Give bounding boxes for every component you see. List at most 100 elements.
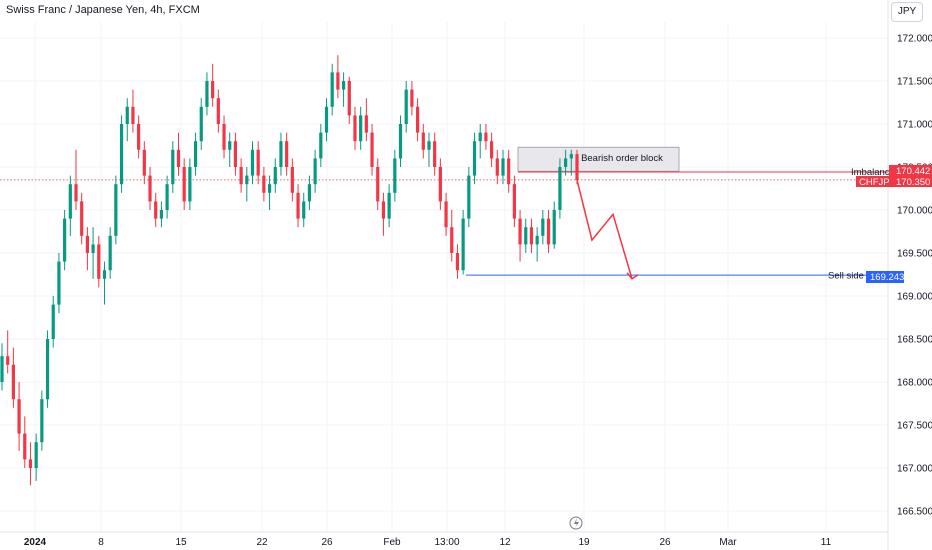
lightning-icon [569,516,583,530]
candle-body [171,149,175,185]
candle-body [387,192,391,219]
candle-body [450,227,454,253]
candle-body [507,158,511,185]
candle-body [148,175,152,202]
candle-body [336,72,340,90]
candle-body [444,201,448,228]
candle-body [279,141,283,167]
candle-body [529,227,534,245]
currency-button[interactable]: JPY [891,2,923,22]
candle-body [97,244,101,279]
candle-body [74,184,78,202]
candle-body [501,158,505,176]
candle-body [222,124,226,150]
projection-arrowhead [626,272,639,280]
y-tick-label: 167.500 [897,421,932,432]
candle-body [34,442,38,468]
chart-title: Swiss Franc / Japanese Yen, 4h, FXCM [6,4,200,16]
candle-body [239,167,243,185]
candle-body [11,364,15,400]
x-tick-label: Mar [719,537,737,548]
candle-body [438,167,442,202]
y-tick-label: 168.000 [897,378,932,389]
candle-body [216,98,220,124]
candle-body [131,106,135,124]
y-tick-label: 167.000 [897,464,932,475]
candle-body [472,141,477,176]
candle-body [359,115,363,142]
candle-body [102,270,107,279]
y-tick-label: 168.500 [897,335,932,346]
candle-body [285,141,289,167]
candle-body [45,339,50,400]
symbol-tag [856,176,889,187]
candle-body [376,167,380,202]
imbalance-label: Imbalance [851,167,895,178]
x-tick-label: 11 [821,537,832,548]
candle-body [159,210,164,219]
candle-body [341,81,346,90]
liquidity-price-tag-label: 169.243 [870,272,904,283]
candle-body [546,218,551,245]
candle-body [114,184,118,236]
candle-body [262,175,266,193]
current-price-tag [889,176,932,187]
candle-body [495,158,499,176]
candle-body [524,227,528,245]
liquidity-price-tag [866,271,904,283]
y-tick-label: 171.000 [897,120,932,131]
candle-body [245,175,249,185]
candle-body [564,158,568,167]
candle-body [80,201,84,236]
candle-body [404,89,408,124]
candle-body [393,158,397,193]
candle-body [512,184,516,219]
candle-body [535,235,539,245]
candle-body [398,124,403,159]
candle-body [63,218,67,262]
current-price-tag-label: 170.350 [896,177,930,188]
x-tick-label: 2024 [24,537,47,548]
candle-body [28,459,33,468]
candle-body [478,132,482,142]
x-tick-label: 26 [321,537,333,548]
candle-body [324,106,329,133]
candle-body [569,154,573,159]
y-tick-label: 166.500 [897,507,932,518]
candle-body [290,167,294,193]
projection-path [576,179,633,280]
candle-body [193,141,198,167]
candle-body [410,89,414,107]
candle-body [176,149,181,167]
x-tick-label: 12 [499,537,511,548]
imbalance-price-tag-label: 170.442 [896,166,930,177]
candle-body [296,192,300,219]
candle-body [518,218,522,245]
x-tick-label: 13:00 [434,537,459,548]
candle-body [461,218,465,271]
candle-body [182,167,186,202]
candle-body [347,81,351,116]
candle-body [575,154,579,180]
y-tick-label: 172.000 [897,34,932,45]
candle-body [68,184,72,219]
candle-body [552,210,556,245]
candle-body [353,115,357,142]
candle-body [467,175,471,219]
candle-body [125,106,129,124]
candle-body [17,399,21,434]
candle-body [57,261,61,305]
candles-group [0,55,579,486]
candle-body [433,141,437,167]
candle-body [199,106,203,142]
y-tick-label: 169.500 [897,249,932,260]
candle-body [455,253,460,271]
y-tick-label: 169.000 [897,292,932,303]
candle-body [228,141,232,150]
symbol-tag-label: CHFJPY [859,177,897,188]
candle-body [6,356,10,365]
candle-body [142,149,146,176]
candle-body [364,115,368,133]
candle-body [267,184,272,193]
